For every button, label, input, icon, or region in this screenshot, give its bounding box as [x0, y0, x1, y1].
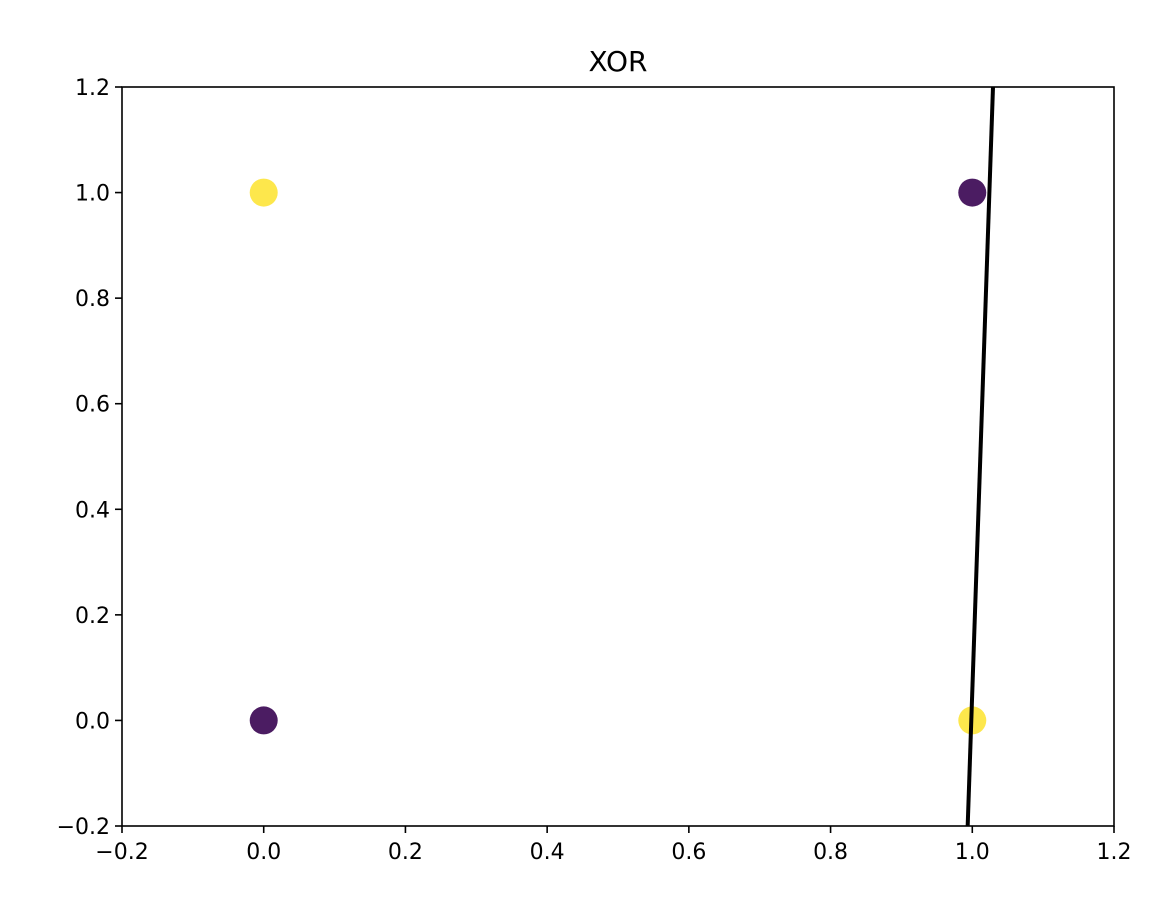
- y-axis: −0.2 0.0 0.2 0.4 0.6 0.8 1.0 1.2: [57, 76, 122, 840]
- y-tick-label: 0.2: [75, 604, 110, 629]
- x-tick-label: 0.0: [246, 840, 281, 865]
- x-tick-label: 1.0: [955, 840, 990, 865]
- x-tick-label: 1.2: [1097, 840, 1132, 865]
- decision-boundary-line: [965, 87, 995, 826]
- plot-frame: [121, 86, 1115, 827]
- scatter-point-1: [249, 178, 278, 207]
- x-tick-label: 0.4: [530, 840, 565, 865]
- y-tick-label: 0.6: [75, 393, 110, 418]
- scatter-point-0: [249, 706, 278, 735]
- y-tick-label: 0.8: [75, 287, 110, 312]
- y-tick-label: 1.2: [75, 76, 110, 101]
- x-tick-label: −0.2: [95, 840, 148, 865]
- y-tick-label: −0.2: [57, 815, 110, 840]
- x-tick-label: 0.2: [388, 840, 423, 865]
- y-tick-label: 1.0: [75, 182, 110, 207]
- plot-area: [249, 87, 995, 826]
- y-tick-label: 0.4: [75, 498, 110, 523]
- x-tick-label: 0.6: [671, 840, 706, 865]
- y-tick-label: 0.0: [75, 709, 110, 734]
- chart-title: XOR: [589, 45, 648, 78]
- x-axis: −0.2 0.0 0.2 0.4 0.6 0.8 1.0 1.2: [95, 826, 1132, 865]
- scatter-point-3: [958, 178, 987, 207]
- x-tick-label: 0.8: [813, 840, 848, 865]
